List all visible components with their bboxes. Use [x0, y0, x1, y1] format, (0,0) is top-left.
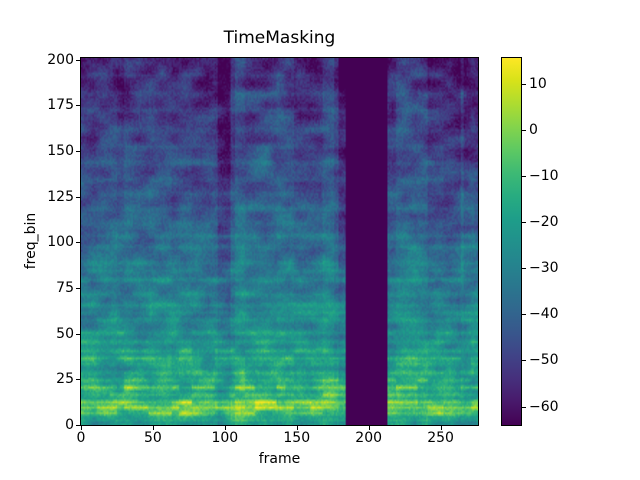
y-tick-label: 50 [56, 325, 74, 342]
x-tick-label: 100 [211, 430, 239, 446]
colorbar-tick-label: −40 [529, 306, 559, 323]
x-tick-label: 50 [143, 430, 162, 446]
x-tick [296, 426, 298, 430]
y-tick [76, 104, 80, 106]
colorbar-gradient [502, 58, 521, 425]
y-tick [76, 333, 80, 335]
colorbar-tick [522, 83, 526, 85]
y-tick [76, 378, 80, 380]
y-tick [76, 241, 80, 243]
spectrogram-heatmap [81, 58, 478, 425]
y-tick-label: 175 [47, 97, 74, 114]
x-tick-label: 0 [76, 430, 86, 446]
colorbar-tick-label: 0 [529, 121, 538, 138]
colorbar-tick-label: −20 [529, 214, 559, 231]
y-tick-label: 25 [56, 371, 74, 388]
x-tick [152, 426, 154, 430]
y-tick-label: 200 [47, 51, 74, 68]
x-tick [368, 426, 370, 430]
y-tick-label: 150 [47, 143, 74, 160]
x-tick [224, 426, 226, 430]
colorbar-tick-label: −30 [529, 260, 559, 277]
y-tick [76, 196, 80, 198]
y-tick [76, 59, 80, 61]
x-axis-label: frame [258, 451, 301, 467]
chart-title: TimeMasking [223, 28, 336, 48]
y-tick-label: 100 [47, 234, 74, 251]
y-tick-label: 0 [65, 417, 74, 433]
x-tick-label: 250 [427, 430, 454, 446]
y-tick [76, 150, 80, 152]
colorbar-tick [522, 221, 526, 223]
y-tick-label: 75 [56, 280, 74, 297]
colorbar [501, 57, 522, 426]
colorbar-tick [522, 267, 526, 269]
plot-area [80, 57, 479, 426]
colorbar-tick-label: −60 [529, 398, 559, 415]
x-tick-label: 150 [283, 430, 311, 446]
colorbar-tick [522, 175, 526, 177]
x-tick [80, 426, 82, 430]
y-tick-label: 125 [47, 188, 74, 205]
x-tick-label: 200 [355, 430, 383, 446]
colorbar-tick-label: −50 [529, 352, 559, 369]
colorbar-tick [522, 129, 526, 131]
y-tick [76, 424, 80, 426]
colorbar-tick [522, 313, 526, 315]
colorbar-tick [522, 406, 526, 408]
colorbar-tick-label: −10 [529, 168, 559, 185]
x-tick [440, 426, 442, 430]
colorbar-tick [522, 359, 526, 361]
y-tick [76, 287, 80, 289]
colorbar-tick-label: 10 [529, 75, 547, 92]
